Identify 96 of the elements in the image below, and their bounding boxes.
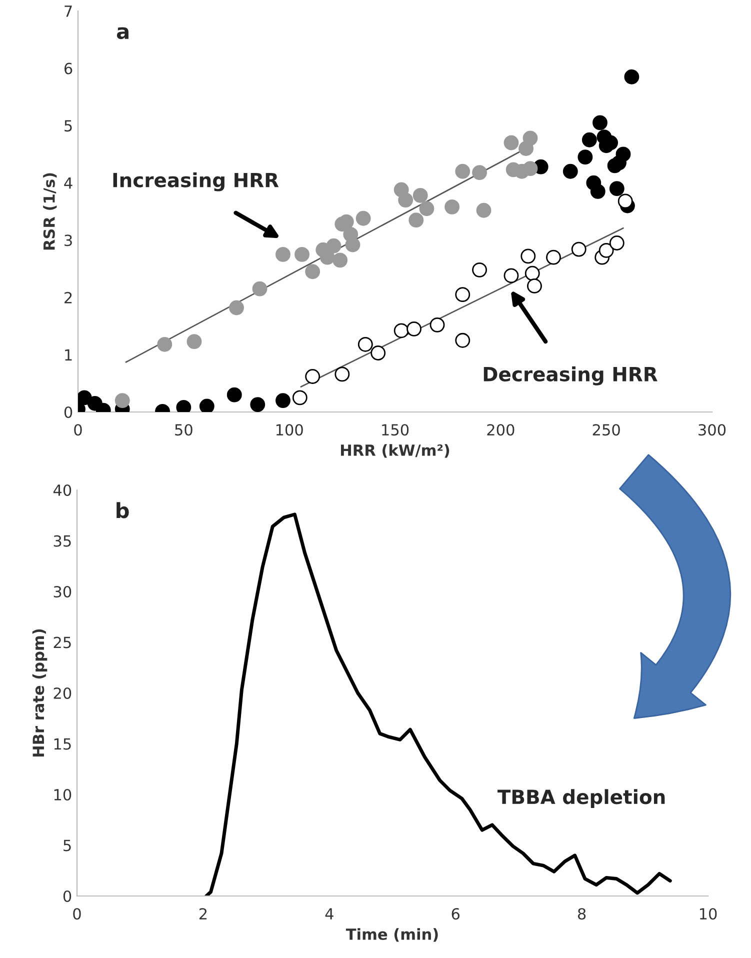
point [358, 336, 373, 352]
y-tick-label: 1 [65, 349, 72, 361]
point [292, 390, 308, 406]
x-tick-label: 10 [700, 908, 717, 920]
y-axis-title: RSR (1/s) [43, 173, 57, 250]
point [520, 248, 536, 264]
x-tick-label: 6 [452, 908, 460, 920]
x-tick-label: 150 [382, 424, 409, 436]
y-tick-label: 3 [64, 234, 72, 246]
y-tick-label: 0 [64, 406, 72, 418]
point [199, 398, 214, 412]
point [504, 268, 519, 284]
y-tick-label: 0 [63, 890, 72, 902]
point [252, 281, 268, 296]
point [276, 393, 290, 408]
x-tick-label: 200 [487, 424, 514, 436]
y-axis-title: HBr rate (ppm) [32, 629, 48, 757]
point [78, 390, 92, 406]
y-tick-label: 10 [54, 788, 72, 801]
annotation: Increasing HRR [113, 172, 279, 192]
point [338, 214, 354, 230]
y-tick-label: 15 [54, 738, 71, 750]
point [504, 135, 519, 150]
x-tick-label: 0 [74, 424, 82, 436]
point [229, 300, 244, 316]
y-tick-label: 5 [64, 120, 72, 132]
point [226, 387, 242, 402]
point [618, 194, 633, 209]
point [522, 130, 538, 146]
point [522, 161, 538, 176]
point [419, 201, 434, 216]
y-tick-label: 30 [54, 586, 72, 598]
y-tick-label: 6 [64, 62, 72, 74]
point [590, 184, 606, 199]
point [186, 334, 202, 349]
y-tick-label: 7 [64, 6, 72, 17]
point [276, 247, 290, 262]
x-tick-label: 300 [698, 424, 726, 436]
y-tick-label: 4 [64, 178, 72, 189]
point [250, 397, 266, 412]
chart-title: b [116, 502, 129, 518]
point [326, 238, 342, 254]
x-tick-label: 2 [199, 908, 207, 920]
x-axis-title: Time (min) [346, 928, 438, 942]
point [334, 366, 350, 382]
line-series [204, 512, 672, 896]
point [609, 236, 624, 250]
x-tick-label: 4 [325, 908, 334, 920]
point [444, 199, 460, 214]
point [455, 287, 470, 302]
point [412, 188, 428, 203]
point [562, 164, 578, 179]
point [571, 242, 586, 257]
point [430, 317, 445, 332]
point [332, 252, 348, 268]
point [294, 247, 310, 262]
point [305, 264, 320, 280]
point [624, 69, 640, 84]
point [527, 278, 542, 294]
y-tick-label: 40 [53, 484, 72, 496]
point [598, 242, 614, 258]
annotation: Decreasing HRR [484, 366, 658, 386]
point [305, 369, 320, 384]
y-tick-label: 2 [64, 292, 72, 304]
annotation: TBBA depletion [498, 789, 665, 808]
point [524, 266, 540, 281]
point [406, 321, 422, 336]
x-tick-label: 8 [578, 908, 586, 920]
point [582, 132, 597, 148]
y-tick-label: 5 [64, 840, 71, 852]
point [616, 146, 631, 162]
point [546, 250, 561, 265]
point [398, 192, 414, 208]
point [578, 150, 593, 165]
point [609, 181, 624, 196]
point [472, 165, 487, 180]
x-tick-label: 0 [73, 908, 81, 920]
point [455, 332, 470, 348]
x-axis-title: HRR (kW/m²) [341, 444, 450, 458]
x-tick-label: 50 [175, 424, 192, 436]
point [592, 115, 608, 130]
y-tick-label: 25 [54, 636, 71, 648]
point [455, 164, 470, 179]
point [472, 262, 487, 278]
point [408, 212, 424, 228]
point [345, 237, 360, 252]
point [157, 336, 172, 352]
y-tick-label: 35 [54, 535, 71, 547]
x-tick-label: 100 [276, 424, 303, 436]
y-tick-label: 20 [54, 687, 72, 700]
point [370, 346, 386, 360]
x-tick-label: 250 [592, 424, 620, 436]
point [476, 202, 492, 218]
point [114, 393, 130, 408]
text: a [116, 27, 128, 40]
point [356, 210, 371, 226]
